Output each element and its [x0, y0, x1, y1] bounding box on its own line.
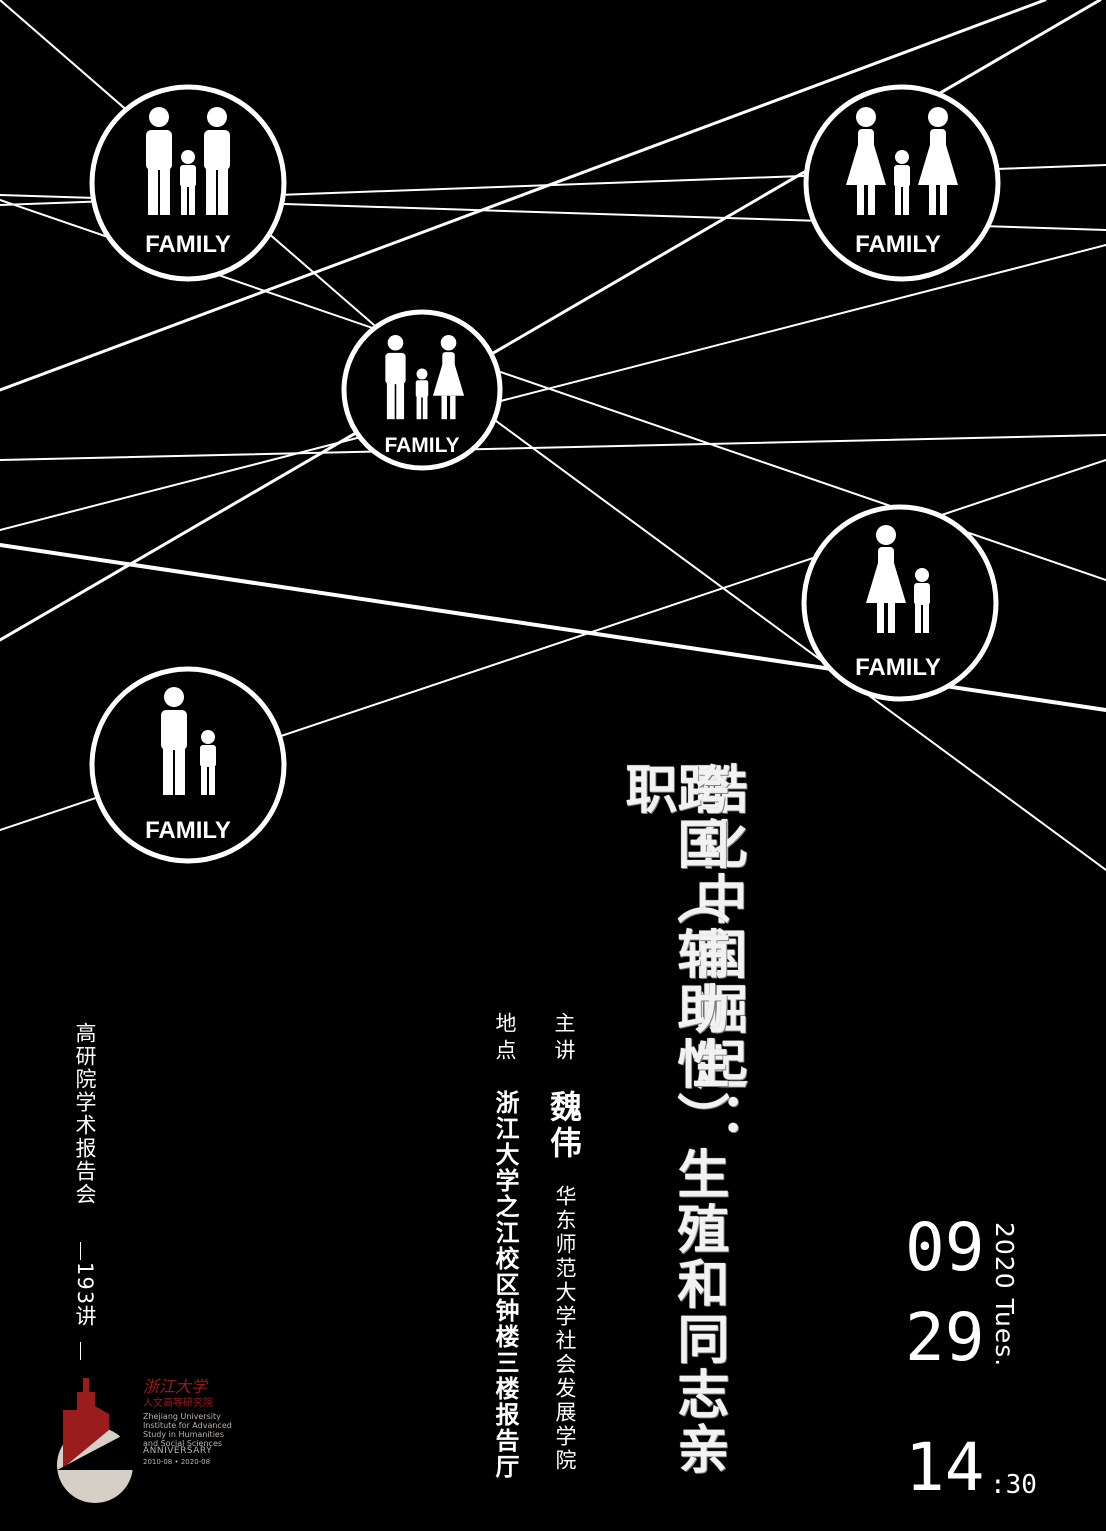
network-line: [0, 245, 1106, 530]
venue-label: 地点: [490, 1012, 520, 1066]
logo-university-name: 浙江大学: [143, 1378, 207, 1396]
family-label: FAMILY: [855, 654, 941, 681]
time-hour: 14: [905, 1435, 984, 1501]
speaker-name: 魏伟: [541, 1090, 587, 1162]
logo-mark: [55, 1370, 145, 1505]
time-minute: :30: [990, 1470, 1037, 1500]
speaker-label: 主讲: [549, 1012, 579, 1066]
series-name: 高研院学术报告会: [70, 1022, 100, 1206]
family-label: FAMILY: [145, 817, 231, 844]
date-month: 09: [905, 1215, 984, 1281]
speaker-affiliation: 华东师范大学社会发展学院: [550, 1185, 580, 1473]
logo-anniversary: ANNIVERSARY: [143, 1447, 212, 1456]
divider: [80, 1242, 81, 1260]
title-line-2: 跨国（辅助性）生殖和同志亲职: [620, 762, 724, 1531]
family-label: FAMILY: [384, 434, 459, 457]
logo-institute-name: 人文高等研究院: [143, 1398, 213, 1410]
logo-years: 2010-08 • 2020-08: [143, 1458, 210, 1467]
venue: 浙江大学之江校区钟楼三楼报告厅: [488, 1090, 523, 1480]
family-label: FAMILY: [145, 231, 231, 258]
family-label: FAMILY: [855, 231, 941, 258]
logo-english-name: Zhejiang University Institute for Advanc…: [143, 1412, 235, 1448]
date-day: 29: [905, 1305, 984, 1371]
date-year-weekday: 2020 Tues.: [990, 1222, 1019, 1367]
lecture-number: 193讲: [70, 1262, 100, 1327]
network-line: [420, 365, 1106, 870]
divider: [80, 1342, 81, 1360]
network-line: [0, 435, 1106, 460]
institute-logo: 浙江大学 人文高等研究院 Zhejiang University Institu…: [55, 1370, 235, 1505]
